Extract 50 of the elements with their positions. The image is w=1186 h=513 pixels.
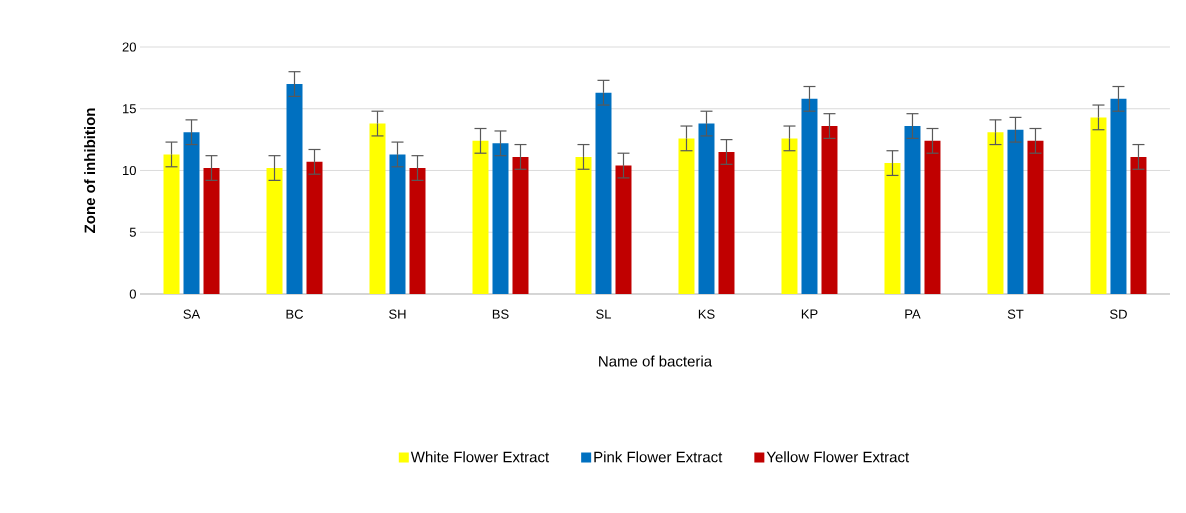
bar [286, 84, 303, 294]
y-tick-label: 5 [129, 227, 136, 237]
bar [472, 140, 489, 294]
bar [698, 123, 715, 294]
y-tick-label: 15 [123, 104, 136, 114]
bar [904, 126, 921, 294]
bar [718, 151, 735, 294]
bar [595, 92, 612, 294]
bar [512, 156, 529, 294]
bar [266, 168, 283, 294]
bar [615, 165, 632, 294]
x-tick-label: SH [389, 309, 406, 319]
x-axis-title: Name of bacteria [599, 355, 713, 367]
bar [369, 123, 386, 294]
bar [821, 126, 838, 294]
x-tick-label: BC [286, 309, 304, 319]
legend-label: White Flower Extract [410, 451, 550, 463]
x-tick-label: ST [1007, 309, 1024, 319]
x-tick-label: SL [596, 309, 612, 319]
bar [1110, 98, 1127, 294]
x-tick-label: BS [492, 309, 509, 319]
bar [183, 132, 200, 294]
legend-label: Yellow Flower Extract [766, 451, 910, 463]
bar [575, 156, 592, 294]
bar [678, 138, 695, 294]
bar [1090, 117, 1107, 294]
x-tick-label: KP [801, 309, 818, 319]
bar [389, 154, 406, 294]
y-tick-label: 20 [122, 42, 136, 52]
bar [203, 168, 220, 294]
y-tick-label: 0 [129, 289, 136, 299]
bar [924, 140, 941, 294]
bar [1007, 129, 1024, 294]
bar [409, 168, 426, 294]
y-tick-label: 10 [123, 165, 136, 176]
x-tick-label: SD [1110, 309, 1127, 319]
bar [492, 143, 509, 294]
bar [306, 161, 323, 294]
bar [987, 132, 1004, 294]
x-tick-label: KS [698, 309, 715, 319]
bar [801, 98, 818, 294]
bar [163, 154, 180, 294]
y-axis-title: Zone of inhibition [84, 108, 96, 233]
x-tick-label: PA [905, 309, 921, 319]
bar [1130, 156, 1147, 294]
bar [781, 138, 798, 294]
x-tick-label: SA [183, 309, 201, 319]
bar [884, 163, 901, 294]
bar [1027, 140, 1044, 294]
legend-label: Pink Flower Extract [594, 451, 723, 463]
